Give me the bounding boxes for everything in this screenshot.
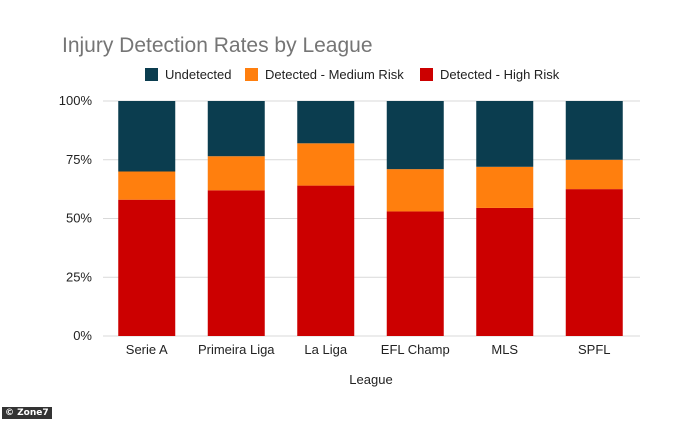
x-axis-title: League [349,372,392,387]
y-tick-label: 0% [73,328,92,343]
bar-segment [565,101,623,160]
bar-segment [386,101,444,170]
legend-label: Detected - High Risk [440,67,560,82]
bar-segment [386,211,444,336]
bar-segment [476,166,534,208]
y-tick-label: 25% [66,269,92,284]
bar-segment [297,185,355,336]
bar-segment [207,190,265,336]
x-tick-label: La Liga [304,342,347,357]
gridlines [103,100,640,337]
bar-segment [118,171,176,200]
bar-segment [118,199,176,336]
bar-segment [386,169,444,212]
legend-label: Undetected [165,67,232,82]
y-tick-label: 75% [66,152,92,167]
bar-segment [207,101,265,157]
legend-swatch [145,68,158,81]
x-tick-label: Serie A [126,342,168,357]
x-tick-label: MLS [491,342,518,357]
legend-label: Detected - Medium Risk [265,67,404,82]
bar-segment [207,156,265,191]
legend: Undetected Detected - Medium Risk Detected… [145,67,560,82]
bar-segment [118,101,176,172]
x-tick-label: EFL Champ [381,342,450,357]
y-tick-label: 50% [66,211,92,226]
bar-segment [565,159,623,190]
watermark-label: © Zone7 [2,407,52,419]
bar-segment [565,189,623,336]
legend-swatch [245,68,258,81]
bar-segment [297,143,355,186]
x-tick-label: SPFL [578,342,611,357]
chart-title: Injury Detection Rates by League [62,34,373,57]
bars [118,101,623,336]
legend-swatch [420,68,433,81]
bar-segment [476,101,534,167]
x-tick-label: Primeira Liga [198,342,275,357]
y-tick-label: 100% [59,93,93,108]
bar-segment [476,207,534,336]
y-axis-ticks: 0% 25% 50% 75% 100% [59,93,93,343]
x-axis-ticks: Serie A Primeira Liga La Liga EFL Champ MLS S… [126,342,611,357]
bar-segment [297,101,355,144]
